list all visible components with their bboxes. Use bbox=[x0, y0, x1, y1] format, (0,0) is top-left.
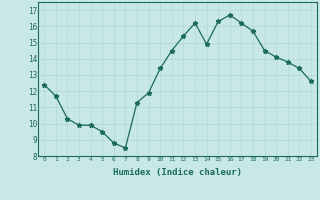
X-axis label: Humidex (Indice chaleur): Humidex (Indice chaleur) bbox=[113, 168, 242, 177]
